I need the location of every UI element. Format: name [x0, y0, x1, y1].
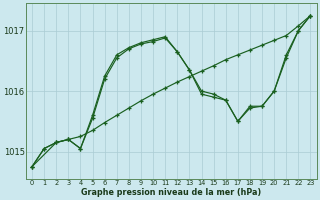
- X-axis label: Graphe pression niveau de la mer (hPa): Graphe pression niveau de la mer (hPa): [81, 188, 261, 197]
